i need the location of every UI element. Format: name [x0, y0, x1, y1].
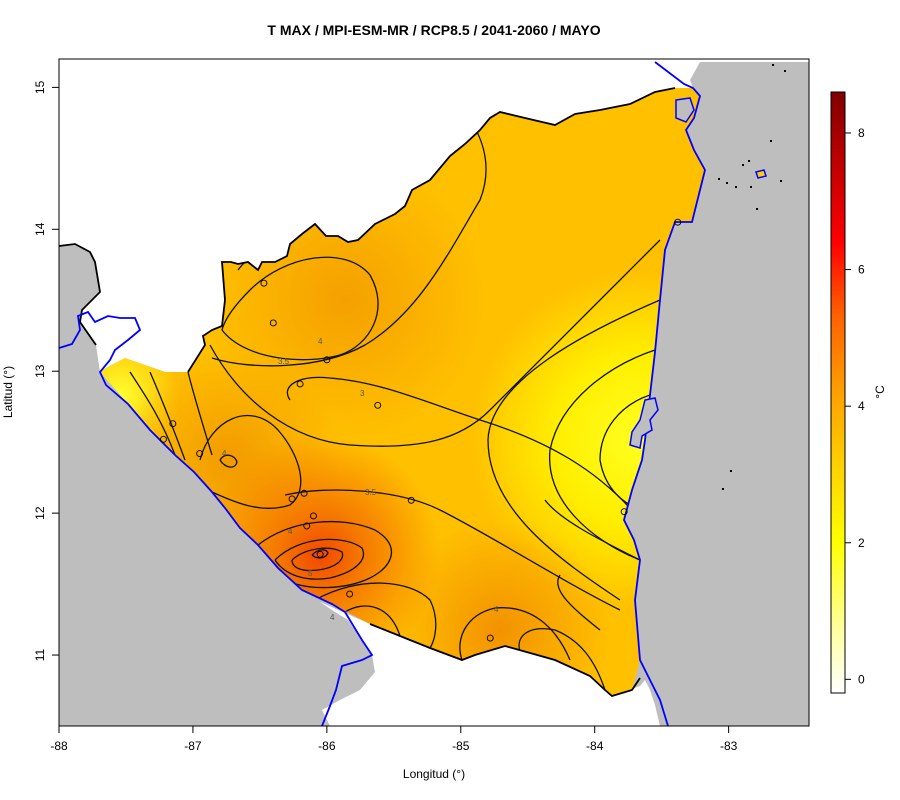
- station-marker: [303, 522, 311, 530]
- station-marker: [260, 279, 268, 287]
- contour-label: 4: [330, 613, 335, 622]
- contour-line: [219, 454, 238, 468]
- contour-line: [129, 371, 213, 461]
- y-axis: 11 12 13 14 15 Latitud (°): [1, 80, 60, 661]
- station-marker: [323, 356, 331, 364]
- contour-label: 4: [318, 337, 323, 346]
- neighbor-country-mask-north: [59, 59, 809, 372]
- station-marker: [316, 550, 324, 558]
- colorbar-tick-label: 4: [858, 399, 865, 413]
- y-tick-label: 12: [33, 506, 47, 520]
- contour-line: [221, 256, 379, 361]
- contour-labels: 4 3.5 3 4 4 3.5 4 5 4: [222, 337, 499, 622]
- x-tick-label: -86: [318, 739, 336, 753]
- station-marker: [407, 496, 415, 504]
- contour-line: [209, 239, 661, 447]
- southern-border: [369, 623, 641, 698]
- station-marker: [674, 218, 682, 226]
- contour-label: 4: [222, 449, 227, 458]
- station-marker: [300, 489, 308, 497]
- honduras-border-west: [58, 243, 101, 346]
- y-tick-label: 14: [33, 222, 47, 236]
- contour-label: 4: [288, 527, 293, 536]
- station-marker: [346, 590, 354, 598]
- contour-line: [518, 628, 606, 691]
- contour-line: [344, 605, 401, 637]
- colorbar-tick-label: 2: [858, 536, 865, 550]
- contour-label: 5: [308, 569, 313, 578]
- x-tick-label: -84: [586, 739, 604, 753]
- contour-line: [544, 499, 641, 631]
- map-panel: 4 3.5 3 4 4 3.5 4 5 4: [58, 58, 810, 727]
- colorbar-tick-label: 8: [858, 126, 865, 140]
- contour-line: [314, 582, 437, 649]
- station-marker: [486, 634, 494, 642]
- colorbar: 0 2 4 6 8 °C: [830, 91, 887, 694]
- colorbar-tick-label: 6: [858, 263, 865, 277]
- colorbar-unit: °C: [873, 385, 887, 399]
- station-marker: [374, 401, 382, 409]
- x-axis-title: Longitud (°): [403, 767, 465, 781]
- x-axis: -88 -87 -86 -85 -84 -83 Longitud (°): [50, 725, 738, 781]
- station-markers: [160, 218, 682, 642]
- northern-lagoon: [675, 97, 695, 123]
- colorbar-tick-label: 0: [858, 672, 865, 686]
- station-marker: [620, 508, 628, 516]
- station-marker: [296, 380, 304, 388]
- x-tick-label: -87: [184, 739, 202, 753]
- station-marker: [169, 420, 177, 428]
- contour-line: [549, 349, 656, 561]
- station-marker: [310, 512, 317, 520]
- contour-label: 3: [360, 389, 365, 398]
- contour-line: [599, 394, 651, 511]
- station-marker: [196, 450, 204, 457]
- contour-label: 4: [494, 605, 499, 614]
- contour-line: [311, 549, 329, 559]
- x-tick-label: -88: [50, 739, 68, 753]
- contour-line: [199, 414, 302, 509]
- contour-lines: [129, 127, 661, 691]
- map-title: T MAX / MPI-ESM-MR / RCP8.5 / 2041-2060 …: [267, 22, 600, 38]
- contour-line: [459, 607, 571, 661]
- contour-line: [291, 547, 344, 572]
- contour-line: [487, 299, 661, 601]
- neighbor-country-mask: [320, 602, 660, 726]
- caribbean-coastline: [623, 61, 706, 727]
- y-tick-label: 13: [33, 364, 47, 378]
- y-tick-label: 15: [33, 80, 47, 94]
- colorbar-gradient: [830, 91, 846, 694]
- contour-label: 3.5: [278, 357, 290, 366]
- station-marker: [288, 495, 296, 503]
- contour-label: 3.5: [365, 488, 377, 497]
- contour-line: [284, 489, 621, 611]
- station-marker: [160, 435, 167, 443]
- y-tick-label: 11: [33, 648, 47, 661]
- caribbean-lagoon: [629, 397, 659, 449]
- y-axis-title: Latitud (°): [1, 366, 15, 418]
- x-tick-label: -85: [452, 739, 470, 753]
- contour-line: [274, 538, 365, 580]
- contour-line: [286, 376, 641, 521]
- x-tick-label: -83: [720, 739, 738, 753]
- station-marker: [269, 319, 277, 327]
- miskito-cays: [718, 64, 786, 490]
- nicaragua-border: [187, 87, 676, 373]
- corn-islands: [755, 169, 767, 179]
